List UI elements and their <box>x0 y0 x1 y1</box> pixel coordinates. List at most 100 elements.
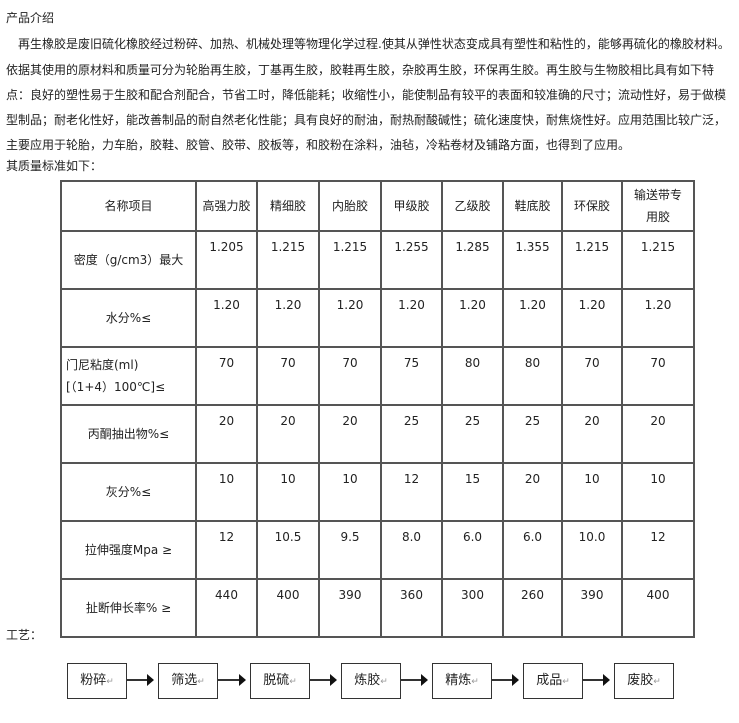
return-mark-icon: ↵ <box>653 677 661 687</box>
value-cell: 360 <box>380 578 443 638</box>
value-cell: 400 <box>256 578 320 638</box>
value-cell: 80 <box>441 346 504 406</box>
arrow-icon <box>310 674 337 686</box>
value-cell: 1.20 <box>441 288 504 348</box>
value-cell: 1.215 <box>318 230 382 290</box>
return-mark-icon: ↵ <box>106 677 114 687</box>
value-cell: 70 <box>318 346 382 406</box>
process-title: 工艺： <box>6 628 43 642</box>
value-cell: 1.20 <box>195 288 258 348</box>
process-step: 成品↵ <box>523 663 583 699</box>
row-label: 拉伸强度Mpa ≥ <box>60 520 197 580</box>
step-label: 废胶 <box>627 673 654 688</box>
row-label: 水分%≤ <box>60 288 197 348</box>
return-mark-icon: ↵ <box>289 677 297 687</box>
paragraph-line: 再生橡胶是废旧硫化橡胶经过粉碎、加热、机械处理等物理化学过程.使其从弹性状态变成… <box>6 37 730 51</box>
table-row: 拉伸强度Mpa ≥12 10.5 9.5 8.0 6.0 6.0 10.0 12 <box>60 520 695 580</box>
value-cell: 9.5 <box>318 520 382 580</box>
value-cell: 1.20 <box>256 288 320 348</box>
value-cell: 390 <box>318 578 382 638</box>
value-cell: 20 <box>561 404 623 464</box>
header-cell: 环保胶 <box>561 180 623 232</box>
value-cell: 80 <box>502 346 563 406</box>
row-label: 门尼粘度(ml)[（1+4）100℃]≤ <box>60 346 197 406</box>
value-cell: 1.20 <box>318 288 382 348</box>
value-cell: 1.20 <box>621 288 695 348</box>
value-cell: 70 <box>195 346 258 406</box>
return-mark-icon: ↵ <box>562 677 570 687</box>
value-cell: 15 <box>441 462 504 522</box>
value-cell: 1.20 <box>380 288 443 348</box>
value-cell: 25 <box>502 404 563 464</box>
value-cell: 75 <box>380 346 443 406</box>
value-cell: 1.20 <box>561 288 623 348</box>
value-cell: 20 <box>256 404 320 464</box>
table-row: 扯断伸长率% ≥440 400 390 360 300 260 390 400 <box>60 578 695 638</box>
value-cell: 260 <box>502 578 563 638</box>
value-cell: 390 <box>561 578 623 638</box>
value-cell: 10.0 <box>561 520 623 580</box>
table-row: 门尼粘度(ml)[（1+4）100℃]≤ 70 70 70 75 80 80 70 70 <box>60 346 695 406</box>
value-cell: 6.0 <box>502 520 563 580</box>
process-step: 废胶↵ <box>614 663 674 699</box>
header-cell: 输送带专用胶 <box>621 180 695 232</box>
value-cell: 20 <box>502 462 563 522</box>
value-cell: 1.205 <box>195 230 258 290</box>
arrow-icon <box>127 674 154 686</box>
row-label: 密度（g/cm3）最大 <box>60 230 197 290</box>
value-cell: 20 <box>318 404 382 464</box>
value-cell: 10.5 <box>256 520 320 580</box>
process-step: 筛选↵ <box>158 663 218 699</box>
step-label: 炼胶 <box>354 673 381 688</box>
table-row: 密度（g/cm3）最大 1.205 1.215 1.215 1.255 1.285 1.35… <box>60 230 695 290</box>
value-cell: 10 <box>621 462 695 522</box>
value-cell: 1.215 <box>256 230 320 290</box>
header-cell: 乙级胶 <box>441 180 504 232</box>
value-cell: 6.0 <box>441 520 504 580</box>
value-cell: 1.215 <box>561 230 623 290</box>
header-cell: 名称项目 <box>60 180 197 232</box>
value-cell: 1.255 <box>380 230 443 290</box>
value-cell: 20 <box>195 404 258 464</box>
value-cell: 10 <box>256 462 320 522</box>
return-mark-icon: ↵ <box>380 677 388 687</box>
step-label: 粉碎 <box>80 673 107 688</box>
return-mark-icon: ↵ <box>197 677 205 687</box>
value-cell: 70 <box>256 346 320 406</box>
table-row: 丙酮抽出物%≤ 20 20 20 25 25 25 20 20 <box>60 404 695 464</box>
value-cell: 10 <box>195 462 258 522</box>
table-row: 灰分%≤ 10 10 10 12 15 20 10 10 <box>60 462 695 522</box>
value-cell: 70 <box>621 346 695 406</box>
value-cell: 70 <box>561 346 623 406</box>
header-cell: 高强力胶 <box>195 180 258 232</box>
paragraph-line: 型制品；耐老化性好，能改善制品的耐自然老化性能；具有良好的耐油，耐热耐酸碱性；硫… <box>6 113 727 127</box>
table-row: 水分%≤ 1.20 1.20 1.20 1.20 1.20 1.20 1.20 1.20 <box>60 288 695 348</box>
value-cell: 12 <box>380 462 443 522</box>
row-label: 扯断伸长率% ≥ <box>60 578 197 638</box>
process-step: 粉碎↵ <box>67 663 127 699</box>
return-mark-icon: ↵ <box>471 677 479 687</box>
process-step: 炼胶↵ <box>341 663 401 699</box>
value-cell: 1.355 <box>502 230 563 290</box>
paragraph-line: 依据其使用的原材料和质量可分为轮胎再生胶，丁基再生胶，胶鞋再生胶，杂胶再生胶，环… <box>6 63 715 77</box>
header-cell: 内胎胶 <box>318 180 382 232</box>
paragraph-line: 点：良好的塑性易于生胶和配合剂配合，节省工时，降低能耗；收缩性小，能使制品有较平… <box>6 88 727 102</box>
quality-table: 名称项目 高强力胶 精细胶 内胎胶 甲级胶 乙级胶 鞋底胶 环保胶 输送带专用胶 密度（g/cm3… <box>60 180 695 638</box>
table-header-row: 名称项目 高强力胶 精细胶 内胎胶 甲级胶 乙级胶 鞋底胶 环保胶 输送带专用胶 <box>60 180 695 232</box>
row-label: 灰分%≤ <box>60 462 197 522</box>
row-label: 丙酮抽出物%≤ <box>60 404 197 464</box>
arrow-icon <box>401 674 428 686</box>
quality-heading: 其质量标准如下： <box>6 159 103 173</box>
paragraph-line: 主要应用于轮胎，力车胎，胶鞋、胶管、胶带、胶板等，和胶粉在涂料，油毡，冷粘卷材及… <box>6 138 631 152</box>
value-cell: 8.0 <box>380 520 443 580</box>
value-cell: 440 <box>195 578 258 638</box>
value-cell: 12 <box>621 520 695 580</box>
intro-title: 产品介绍 <box>6 11 55 25</box>
value-cell: 10 <box>318 462 382 522</box>
value-cell: 1.20 <box>502 288 563 348</box>
value-cell: 300 <box>441 578 504 638</box>
value-cell: 20 <box>621 404 695 464</box>
arrow-icon <box>492 674 519 686</box>
value-cell: 1.215 <box>621 230 695 290</box>
step-label: 筛选 <box>171 673 198 688</box>
